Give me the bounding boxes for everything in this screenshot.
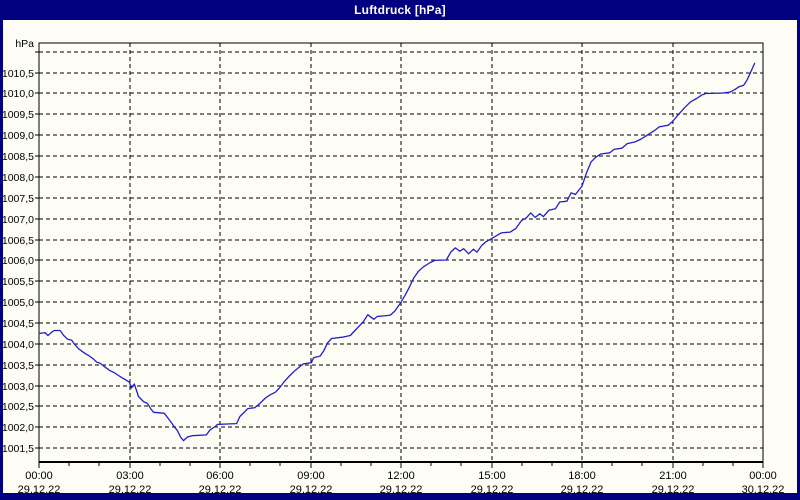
pressure-chart: 1001,5 1002,0 1002,5 1003,0 1003,5 1004,0 1004… <box>3 38 785 493</box>
x-tick-time-label: 09:00 <box>297 470 325 482</box>
x-tick-date-label: 29.12.22 <box>652 484 695 493</box>
y-tick-label: 1004,5 <box>3 318 34 330</box>
x-tick-date-label: 29.12.22 <box>380 484 423 493</box>
y-tick-label: 1009,0 <box>3 130 34 142</box>
y-tick-label: 1002,0 <box>3 422 34 434</box>
y-tick-label: 1009,5 <box>3 109 34 121</box>
y-tick-label: 1010,5 <box>3 68 34 80</box>
x-tick-time-label: 03:00 <box>116 470 144 482</box>
y-tick-label: 1004,0 <box>3 339 34 351</box>
y-tick-label: 1010,0 <box>3 88 34 100</box>
y-tick-label: 1007,0 <box>3 214 34 226</box>
chart-title: Luftdruck [hPa] <box>354 3 446 17</box>
x-tick-date-label: 29.12.22 <box>199 484 242 493</box>
y-tick-label: 1005,5 <box>3 276 34 288</box>
plot-frame <box>38 42 764 463</box>
x-tick-date-label: 30.12.22 <box>742 484 785 493</box>
y-axis-unit-label: hPa <box>15 38 34 50</box>
pressure-series-line <box>38 62 756 442</box>
y-tick-label: 1006,0 <box>3 255 34 267</box>
window-titlebar: Luftdruck [hPa] <box>0 0 800 20</box>
y-tick-label: 1006,5 <box>3 235 34 247</box>
y-tick-label: 1001,5 <box>3 443 34 455</box>
y-tick-label: 1003,5 <box>3 360 34 372</box>
x-tick-date-label: 29.12.22 <box>561 484 604 493</box>
y-tick-label: 1003,0 <box>3 381 34 393</box>
x-tick-time-label: 21:00 <box>659 470 687 482</box>
x-tick-time-label: 00:00 <box>749 470 777 482</box>
y-tick-label: 1008,5 <box>3 151 34 163</box>
x-tick-date-label: 29.12.22 <box>471 484 514 493</box>
y-tick-label: 1007,5 <box>3 193 34 205</box>
y-tick-label: 1008,0 <box>3 172 34 184</box>
y-tick-label: 1005,0 <box>3 297 34 309</box>
x-tick-date-label: 29.12.22 <box>109 484 152 493</box>
chart-panel: 1001,5 1002,0 1002,5 1003,0 1003,5 1004,0 1004… <box>3 20 797 493</box>
x-tick-time-label: 06:00 <box>206 470 234 482</box>
x-tick-date-label: 29.12.22 <box>290 484 333 493</box>
x-tick-time-label: 12:00 <box>387 470 415 482</box>
x-tick-time-label: 00:00 <box>25 470 53 482</box>
x-tick-time-label: 18:00 <box>568 470 596 482</box>
x-tick-date-label: 29.12.22 <box>18 484 61 493</box>
y-tick-label: 1002,5 <box>3 401 34 413</box>
x-tick-time-label: 15:00 <box>478 470 506 482</box>
